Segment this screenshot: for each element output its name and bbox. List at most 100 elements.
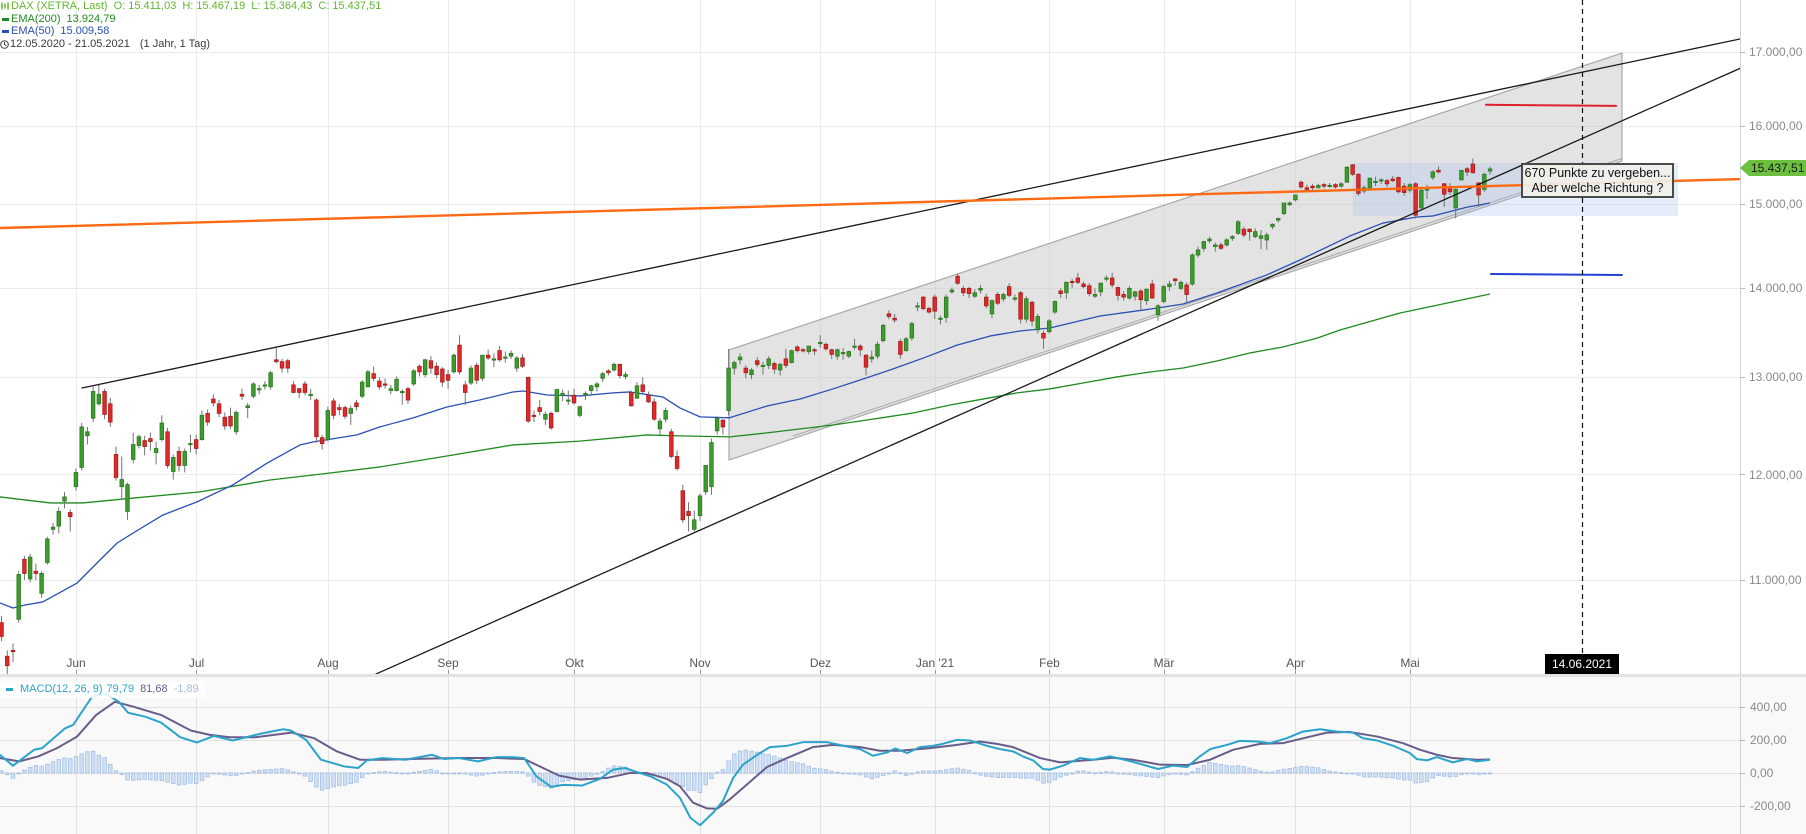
candle bbox=[371, 366, 376, 382]
candle bbox=[291, 381, 296, 394]
candle bbox=[892, 313, 897, 323]
candle bbox=[497, 346, 502, 362]
candle bbox=[531, 410, 537, 423]
histogram-bar bbox=[1310, 766, 1315, 774]
price-chart-pane[interactable]: DAX (XETRA, Last) O: 15.411,03 H: 15.467… bbox=[0, 0, 1806, 674]
candle bbox=[640, 377, 645, 394]
candle bbox=[606, 369, 611, 376]
histogram-bar bbox=[829, 770, 834, 774]
legend-ema200-row[interactable]: EMA(200) 13.924,79 bbox=[0, 13, 381, 26]
histogram-bar bbox=[211, 772, 216, 775]
histogram-bar bbox=[325, 772, 331, 789]
histogram-bar bbox=[85, 751, 90, 774]
candle bbox=[274, 347, 279, 364]
histogram-bar bbox=[96, 754, 102, 774]
histogram-bar bbox=[961, 768, 966, 774]
histogram-bar bbox=[182, 772, 187, 785]
histogram-bar bbox=[188, 772, 193, 784]
histogram-bar bbox=[474, 772, 479, 777]
histogram-bar bbox=[886, 772, 892, 775]
candle bbox=[600, 371, 605, 383]
candle bbox=[514, 356, 519, 372]
histogram-bar bbox=[703, 772, 708, 786]
candle bbox=[5, 650, 10, 674]
histogram-bar bbox=[90, 750, 96, 774]
legend-instrument-row[interactable]: DAX (XETRA, Last) O: 15.411,03 H: 15.467… bbox=[0, 0, 381, 13]
upper-trendline[interactable] bbox=[81, 38, 1740, 389]
histogram-bar bbox=[795, 762, 800, 774]
candle bbox=[898, 338, 903, 359]
histogram-bar bbox=[669, 772, 674, 782]
histogram-bar bbox=[989, 772, 995, 778]
candle bbox=[199, 410, 205, 441]
candle bbox=[1195, 246, 1201, 258]
pane-splitter[interactable] bbox=[0, 674, 1806, 677]
candle bbox=[589, 384, 594, 395]
candle bbox=[1213, 242, 1218, 252]
candle bbox=[33, 563, 39, 581]
candle bbox=[1379, 178, 1384, 184]
histogram-bar bbox=[789, 761, 794, 774]
candle bbox=[182, 448, 187, 473]
histogram-bar bbox=[119, 772, 124, 775]
plot-area[interactable] bbox=[0, 38, 1740, 674]
macd-legend[interactable]: MACD(12, 26, 9) 79,79 81,68 -1,89 bbox=[0, 681, 205, 698]
macd-value: 79,79 bbox=[106, 683, 135, 695]
macd-axis-label: 0,00 bbox=[1750, 766, 1774, 780]
chart-legend: DAX (XETRA, Last) O: 15.411,03 H: 15.467… bbox=[0, 0, 381, 51]
histogram-bar bbox=[966, 769, 972, 774]
candle bbox=[1006, 283, 1012, 298]
histogram-bar bbox=[926, 770, 932, 774]
histogram-bar bbox=[1276, 770, 1281, 774]
histogram-bar bbox=[1253, 769, 1258, 774]
candle bbox=[777, 362, 783, 376]
histogram-bar bbox=[1241, 766, 1247, 774]
downside-target-line[interactable] bbox=[1489, 272, 1623, 277]
upside-target-line[interactable] bbox=[1484, 103, 1617, 107]
macd-indicator-pane[interactable]: MACD(12, 26, 9) 79,79 81,68 -1,89 400,00… bbox=[0, 677, 1806, 834]
candle bbox=[1132, 290, 1138, 301]
histogram-bar bbox=[1327, 770, 1332, 774]
time-axis-label: Apr bbox=[1286, 656, 1305, 670]
candle bbox=[674, 450, 680, 471]
macd-plot-area[interactable] bbox=[0, 692, 1493, 827]
candle bbox=[285, 358, 290, 373]
candle bbox=[50, 522, 56, 535]
ema50-value: 15.009,58 bbox=[60, 25, 110, 38]
candle bbox=[697, 493, 703, 521]
candle bbox=[417, 364, 422, 377]
histogram-bar bbox=[234, 772, 239, 776]
histogram-bar bbox=[319, 772, 325, 791]
histogram-bar bbox=[291, 771, 296, 774]
histogram-bar bbox=[749, 750, 754, 774]
candle bbox=[760, 361, 766, 375]
candle bbox=[737, 353, 743, 365]
histogram-bar bbox=[1321, 769, 1327, 774]
histogram-bar bbox=[1041, 772, 1046, 784]
histogram-bar bbox=[279, 768, 285, 774]
histogram-bar bbox=[457, 772, 462, 775]
lower-trendline[interactable] bbox=[375, 67, 1740, 674]
price-chart-canvas[interactable] bbox=[0, 0, 1806, 674]
histogram-bar bbox=[256, 769, 262, 774]
histogram-bar bbox=[56, 759, 61, 774]
candle bbox=[743, 365, 748, 379]
candle bbox=[1310, 183, 1315, 191]
candle bbox=[1235, 220, 1241, 235]
histogram-bar bbox=[428, 768, 434, 774]
text-annotation-box[interactable]: 670 Punkte zu vergeben... Aber welche Ri… bbox=[1521, 163, 1674, 198]
legend-ema50-row[interactable]: EMA(50) 15.009,58 bbox=[0, 25, 381, 38]
candle bbox=[239, 388, 245, 401]
candle bbox=[1161, 284, 1166, 304]
candle bbox=[360, 380, 365, 399]
candle bbox=[485, 349, 491, 360]
candle bbox=[875, 341, 880, 359]
candle bbox=[1287, 201, 1292, 207]
trend-channel[interactable] bbox=[728, 52, 1623, 461]
candle bbox=[434, 362, 439, 379]
legend-range-row[interactable]: 12.05.2020 - 21.05.2021 (1 Jahr, 1 Tag) bbox=[0, 38, 381, 51]
histogram-bar bbox=[1390, 772, 1395, 779]
histogram-bar bbox=[589, 772, 594, 777]
orange-resistance-line[interactable] bbox=[0, 177, 1740, 230]
macd-chart-canvas[interactable] bbox=[0, 677, 1806, 834]
